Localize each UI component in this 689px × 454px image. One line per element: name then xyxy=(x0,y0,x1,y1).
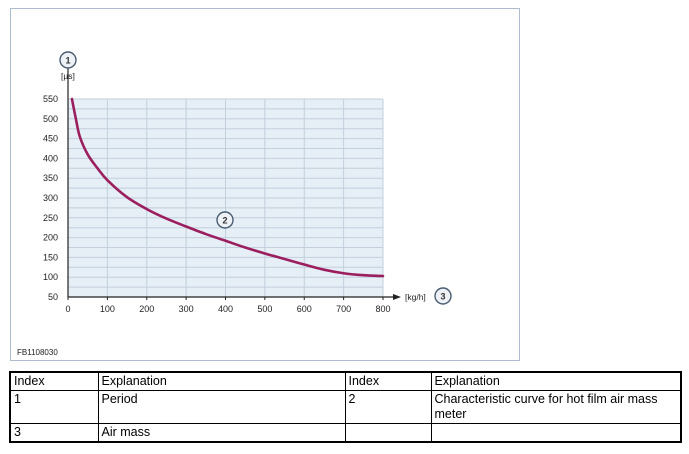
callout-number: 2 xyxy=(222,216,227,226)
callout-circle xyxy=(59,51,77,69)
y-axis-label: [µs] xyxy=(61,71,75,81)
y-tick-label: 450 xyxy=(43,134,58,144)
y-tick-label: 50 xyxy=(48,292,58,302)
callout-number: 1 xyxy=(65,56,70,66)
table-cell: 3 xyxy=(9,423,99,443)
header-cell: Index xyxy=(344,371,432,391)
header-cell: Explanation xyxy=(97,371,346,391)
table-cell: 2 xyxy=(344,390,432,424)
callout-circle xyxy=(216,211,234,229)
callout-circle xyxy=(434,287,452,305)
y-tick-label: 250 xyxy=(43,213,58,223)
legend-header-row: Index Explanation Index Explanation xyxy=(9,371,682,391)
legend-row: 1 Period 2 Characteristic curve for hot … xyxy=(9,390,682,424)
x-axis-arrow xyxy=(393,294,401,300)
table-cell xyxy=(344,423,432,443)
legend-table: Index Explanation Index Explanation 1 Pe… xyxy=(9,371,682,443)
table-cell: 1 xyxy=(9,390,99,424)
table-cell xyxy=(430,423,682,443)
y-tick-label: 500 xyxy=(43,114,58,124)
callout-x-axis: 3 xyxy=(434,287,452,305)
x-axis-label: [kg/h] xyxy=(405,292,426,302)
x-tick-label: 700 xyxy=(336,304,351,314)
table-cell: Period xyxy=(97,390,346,424)
header-cell: Index xyxy=(9,371,99,391)
table-cell: Air mass xyxy=(97,423,346,443)
y-tick-label: 550 xyxy=(43,94,58,104)
legend-row: 3 Air mass xyxy=(9,423,682,443)
y-tick-label: 300 xyxy=(43,193,58,203)
figure-id: FB1108030 xyxy=(17,348,58,357)
figure-frame: 0 100 200 300 400 500 600 700 800 50 100 150 200 250 3… xyxy=(10,8,520,361)
x-tick-label: 400 xyxy=(218,304,233,314)
x-tick-label: 0 xyxy=(65,304,70,314)
x-tick-label: 600 xyxy=(297,304,312,314)
y-tick-label: 150 xyxy=(43,252,58,262)
callout-curve: 2 xyxy=(216,211,234,229)
callout-y-axis: 1 xyxy=(59,51,77,69)
callout-number: 3 xyxy=(440,292,445,302)
x-tick-label: 200 xyxy=(139,304,154,314)
grid xyxy=(68,98,384,297)
tick-labels: 0 100 200 300 400 500 600 700 800 50 100 150 200 250 3… xyxy=(43,94,391,314)
y-tick-label: 350 xyxy=(43,173,58,183)
y-tick-label: 200 xyxy=(43,233,58,243)
chart: 0 100 200 300 400 500 600 700 800 50 100 150 200 250 3… xyxy=(17,51,452,357)
x-tick-label: 800 xyxy=(375,304,390,314)
series-line xyxy=(70,97,385,278)
table-cell: Characteristic curve for hot film air ma… xyxy=(430,390,682,424)
x-tick-label: 300 xyxy=(179,304,194,314)
header-cell: Explanation xyxy=(430,371,682,391)
y-tick-label: 100 xyxy=(43,272,58,282)
y-tick-label: 400 xyxy=(43,153,58,163)
x-tick-label: 100 xyxy=(100,304,115,314)
x-tick-label: 500 xyxy=(257,304,272,314)
series-layer xyxy=(70,97,385,278)
